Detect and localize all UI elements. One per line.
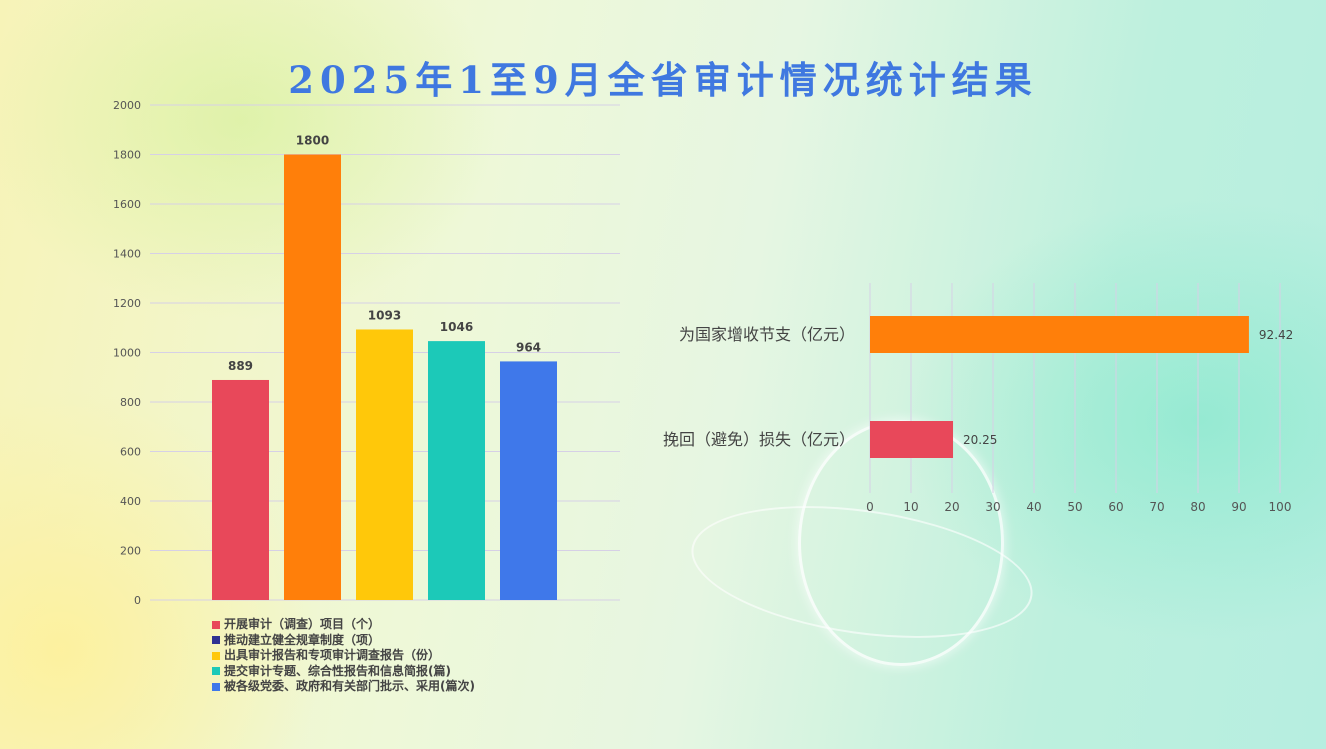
page-title: 2025年1至9月全省审计情况统计结果 — [288, 58, 1038, 102]
legend-item: 被各级党委、政府和有关部门批示、采用(篇次) — [212, 679, 475, 695]
bar — [284, 154, 341, 600]
y-tick-label: 1800 — [113, 149, 141, 162]
bar-chart-legend: 开展审计（调查）项目（个） 推动建立健全规章制度（项） 出具审计报告和专项审计调查报… — [212, 617, 475, 695]
x-tick-label: 30 — [985, 500, 1000, 514]
x-tick-label: 50 — [1067, 500, 1082, 514]
data-label: 1800 — [296, 134, 329, 148]
legend-swatch — [212, 682, 220, 691]
x-tick-label: 90 — [1231, 500, 1246, 514]
x-tick-label: 20 — [944, 500, 959, 514]
y-tick-label: 600 — [120, 446, 141, 459]
data-label: 1093 — [368, 308, 401, 322]
x-tick-label: 40 — [1026, 500, 1041, 514]
x-tick-label: 100 — [1269, 500, 1292, 514]
legend-item: 推动建立健全规章制度（项） — [212, 633, 475, 649]
data-label: 1046 — [440, 320, 473, 334]
x-tick-label: 70 — [1149, 500, 1164, 514]
x-tick-label: 10 — [903, 500, 918, 514]
x-tick-label: 0 — [866, 500, 874, 514]
y-tick-label: 1600 — [113, 198, 141, 211]
category-label: 为国家增收节支（亿元） — [679, 325, 855, 344]
legend-label: 推动建立健全规章制度（项） — [224, 632, 381, 647]
y-tick-label: 200 — [120, 545, 141, 558]
legend-label: 被各级党委、政府和有关部门批示、采用(篇次) — [224, 679, 475, 693]
legend-item: 开展审计（调查）项目（个） — [212, 617, 475, 633]
legend-item: 提交审计专题、综合性报告和信息简报(篇) — [212, 664, 475, 680]
legend-swatch — [212, 636, 220, 645]
y-tick-label: 800 — [120, 396, 141, 409]
bar — [212, 379, 269, 600]
y-tick-label: 400 — [120, 495, 141, 508]
bar — [870, 316, 1249, 353]
data-label: 20.25 — [963, 433, 997, 447]
legend-swatch — [212, 667, 220, 676]
legend-item: 出具审计报告和专项审计调查报告（份） — [212, 648, 475, 664]
data-label: 889 — [228, 359, 253, 373]
x-tick-label: 80 — [1190, 500, 1205, 514]
data-label: 964 — [516, 340, 541, 354]
bar — [870, 421, 954, 458]
data-label: 92.42 — [1259, 328, 1293, 342]
legend-swatch — [212, 620, 220, 629]
legend-label: 提交审计专题、综合性报告和信息简报(篇) — [224, 663, 451, 678]
y-tick-label: 1400 — [113, 248, 141, 261]
bar — [428, 341, 485, 600]
y-tick-label: 2000 — [113, 99, 141, 112]
bar — [356, 329, 413, 600]
x-tick-label: 60 — [1108, 500, 1123, 514]
legend-swatch — [212, 651, 220, 660]
y-tick-label: 1200 — [113, 297, 141, 310]
legend-label: 出具审计报告和专项审计调查报告（份） — [224, 648, 441, 662]
category-label: 挽回（避免）损失（亿元） — [663, 430, 855, 449]
legend-label: 开展审计（调查）项目（个） — [224, 617, 381, 631]
y-tick-label: 0 — [134, 594, 141, 607]
bar — [500, 361, 557, 600]
y-tick-label: 1000 — [113, 347, 141, 360]
